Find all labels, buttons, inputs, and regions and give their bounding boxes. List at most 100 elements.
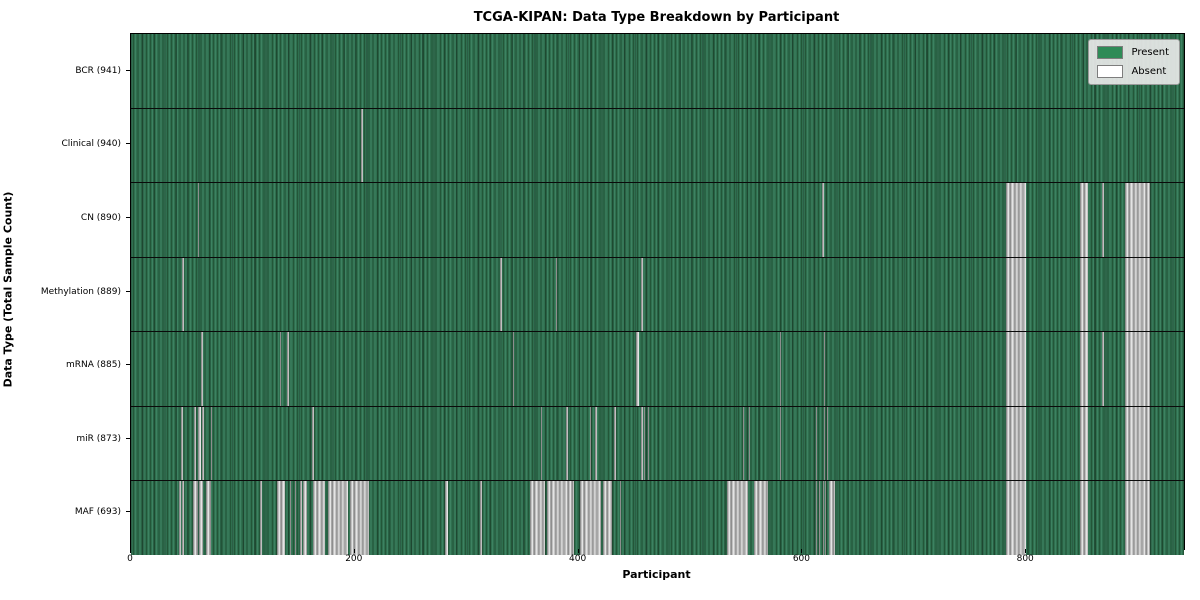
x-axis-label: Participant (622, 568, 691, 581)
absent-stripe (1080, 183, 1088, 257)
absent-stripe (299, 481, 302, 555)
absent-stripe (529, 481, 546, 555)
absent-stripe (294, 481, 297, 555)
heatmap-row-BCR (131, 34, 1184, 109)
absent-stripe (260, 481, 263, 555)
absent-stripe (444, 481, 449, 555)
absent-stripe (818, 481, 820, 555)
absent-swatch (1097, 65, 1124, 78)
x-tick-label-0: 0 (127, 554, 133, 564)
absent-stripe (641, 406, 643, 481)
absent-stripe (201, 332, 203, 406)
absent-stripe (641, 257, 643, 332)
heatmap-row-Clinical (131, 108, 1184, 184)
absent-stripe (312, 406, 314, 481)
y-tick (126, 69, 130, 71)
absent-stripe (540, 406, 542, 481)
absent-stripe (303, 481, 307, 555)
legend-item-absent: Absent (1097, 65, 1169, 78)
absent-stripe (822, 481, 824, 555)
legend-absent-label: Absent (1131, 66, 1167, 77)
absent-stripe (211, 406, 213, 481)
absent-stripe (179, 481, 181, 555)
y-tick-label-CN: CN (890) (80, 212, 121, 223)
present-swatch (1097, 46, 1124, 59)
x-tick (801, 549, 803, 553)
absent-stripe (823, 332, 826, 406)
absent-stripe (1102, 183, 1104, 257)
absent-stripe (566, 406, 568, 481)
y-tick-label-Clinical: Clinical (940) (61, 139, 121, 150)
absent-stripe (289, 481, 292, 555)
absent-stripe (1080, 481, 1088, 555)
absent-stripe (815, 481, 817, 555)
absent-stripe (727, 481, 748, 555)
y-tick-label-miR: miR (873) (76, 433, 121, 444)
legend-present-label: Present (1131, 47, 1169, 58)
absent-stripe (595, 406, 597, 481)
absent-stripe (1080, 406, 1088, 481)
absent-stripe (181, 406, 183, 481)
absent-stripe (500, 257, 502, 332)
absent-stripe (1102, 332, 1104, 406)
x-tick-label-200: 200 (345, 554, 363, 564)
absent-stripe (197, 183, 200, 257)
y-tick-label-Methylation: Methylation (889) (40, 286, 121, 297)
y-tick (126, 437, 130, 439)
absent-stripe (1124, 481, 1151, 555)
y-tick-label-mRNA: mRNA (885) (66, 360, 121, 371)
y-tick (126, 290, 130, 292)
absent-stripe (360, 108, 363, 183)
legend: Present Absent (1088, 39, 1180, 85)
x-tick-label-600: 600 (792, 554, 810, 564)
absent-stripe (753, 481, 768, 555)
absent-stripe (512, 332, 515, 406)
absent-stripe (825, 481, 827, 555)
x-tick (353, 549, 355, 553)
absent-stripe (1006, 406, 1026, 481)
absent-stripe (279, 332, 282, 406)
absent-stripe (327, 481, 349, 555)
absent-stripe (827, 406, 829, 481)
absent-stripe (1080, 332, 1088, 406)
absent-stripe (546, 481, 574, 555)
absent-stripe (1124, 183, 1151, 257)
y-tick-label-MAF: MAF (693) (74, 507, 121, 518)
absent-stripe (815, 406, 817, 481)
absent-stripe (742, 406, 744, 481)
heatmap-row-CN (131, 183, 1184, 258)
heatmap-row-Methylation (131, 257, 1184, 333)
absent-stripe (480, 481, 483, 555)
heatmap-row-miR (131, 406, 1184, 482)
absent-stripe (1006, 332, 1026, 406)
absent-stripe (579, 481, 601, 555)
absent-stripe (205, 481, 211, 555)
absent-stripe (589, 406, 592, 481)
absent-stripe (193, 481, 199, 555)
absent-stripe (636, 332, 639, 406)
absent-stripe (1124, 406, 1151, 481)
x-tick-label-400: 400 (569, 554, 587, 564)
heatmap-row-MAF (131, 481, 1184, 555)
absent-stripe (312, 481, 326, 555)
plot-area (130, 33, 1185, 555)
absent-stripe (780, 406, 782, 481)
x-tick (577, 549, 579, 553)
absent-stripe (620, 481, 622, 555)
y-tick (126, 511, 130, 513)
absent-stripe (602, 481, 612, 555)
absent-stripe (1080, 257, 1088, 332)
absent-stripe (1006, 183, 1026, 257)
x-tick (130, 549, 131, 553)
y-tick (126, 216, 130, 218)
absent-stripe (555, 257, 558, 332)
absent-stripe (1124, 257, 1151, 332)
x-tick (1025, 549, 1027, 553)
absent-stripe (198, 406, 201, 481)
absent-stripe (350, 481, 369, 555)
absent-stripe (1006, 481, 1026, 555)
absent-stripe (194, 406, 197, 481)
absent-stripe (1124, 332, 1151, 406)
absent-stripe (823, 406, 826, 481)
absent-stripe (182, 481, 184, 555)
